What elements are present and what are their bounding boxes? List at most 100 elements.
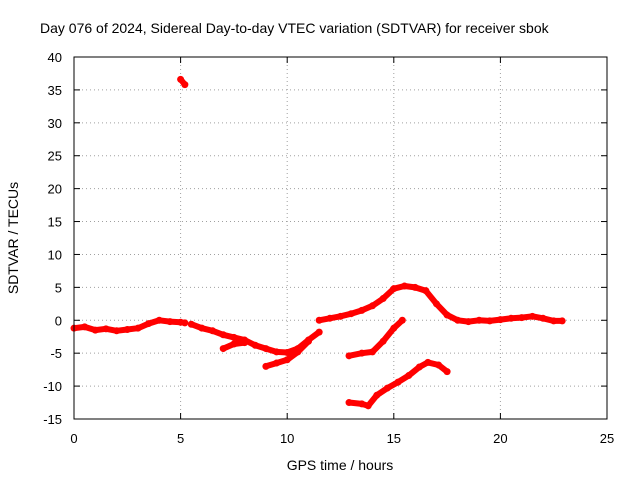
- chart-title: Day 076 of 2024, Sidereal Day-to-day VTE…: [40, 20, 550, 36]
- data-point: [558, 317, 566, 325]
- data-point: [507, 314, 515, 322]
- data-point: [379, 337, 387, 345]
- data-point: [443, 368, 451, 376]
- data-point: [209, 327, 217, 335]
- series-segment-2b: [219, 339, 249, 353]
- axis-ticks: 0 5 10 15 20 25 -15 -10 -5 0 5 10 15 20 25 30 35 40: [43, 50, 614, 446]
- data-point: [373, 391, 381, 399]
- x-tick-label: 25: [600, 431, 614, 446]
- data-point: [368, 302, 376, 310]
- data-point: [398, 316, 406, 324]
- data-point: [219, 345, 227, 353]
- data-point: [81, 323, 89, 331]
- series-segment-3: [315, 282, 566, 326]
- data-point: [390, 285, 398, 293]
- data-point: [337, 312, 344, 320]
- data-point: [454, 316, 462, 324]
- data-point: [155, 316, 163, 324]
- data-point: [262, 362, 270, 370]
- data-point: [424, 358, 432, 366]
- series-segment-1: [70, 316, 189, 335]
- data-point: [134, 324, 142, 332]
- y-tick-label: 20: [48, 182, 62, 197]
- data-point: [273, 359, 281, 367]
- data-point: [315, 316, 323, 324]
- data-point: [347, 310, 355, 318]
- data-point: [432, 300, 440, 308]
- data-point: [435, 361, 443, 369]
- data-point: [315, 328, 323, 336]
- data-point: [262, 345, 270, 353]
- data-point: [379, 295, 387, 303]
- series-segment-2c: [262, 337, 313, 370]
- series-segment-5: [345, 358, 451, 410]
- data-point: [528, 312, 536, 320]
- data-point: [383, 384, 391, 392]
- x-axis-label: GPS time / hours: [287, 457, 394, 473]
- data-point: [326, 314, 334, 322]
- data-point: [166, 318, 174, 326]
- data-point: [219, 331, 227, 339]
- data-point: [475, 316, 483, 324]
- data-point: [539, 314, 547, 322]
- y-tick-label: 35: [48, 83, 62, 98]
- data-series: [70, 75, 566, 410]
- data-point: [518, 314, 526, 322]
- data-point: [415, 363, 423, 371]
- data-point: [187, 320, 195, 328]
- data-point: [345, 352, 353, 360]
- y-tick-label: 10: [48, 247, 62, 262]
- data-point: [181, 81, 189, 89]
- grid: [74, 57, 607, 419]
- data-point: [394, 378, 402, 386]
- y-axis-label: SDTVAR / TECUs: [5, 182, 21, 294]
- data-point: [358, 400, 366, 408]
- data-point: [422, 287, 430, 295]
- data-point: [181, 319, 189, 327]
- data-point: [411, 283, 419, 291]
- data-point: [251, 341, 259, 349]
- data-point: [550, 317, 558, 325]
- data-point: [91, 326, 99, 334]
- data-point: [486, 317, 494, 325]
- data-point: [283, 349, 291, 357]
- data-point: [496, 316, 504, 324]
- x-tick-label: 15: [387, 431, 401, 446]
- y-tick-label: 5: [55, 280, 62, 295]
- x-tick-label: 0: [70, 431, 77, 446]
- data-point: [364, 402, 372, 410]
- series-segment-4: [345, 316, 406, 360]
- data-point: [390, 324, 398, 332]
- x-tick-label: 10: [280, 431, 294, 446]
- y-tick-label: -15: [43, 412, 62, 427]
- data-point: [145, 320, 153, 328]
- data-point: [345, 399, 353, 407]
- data-point: [230, 340, 238, 348]
- x-tick-label: 20: [493, 431, 507, 446]
- data-point: [443, 311, 451, 319]
- y-tick-label: 0: [55, 313, 62, 328]
- data-point: [113, 327, 121, 335]
- data-point: [294, 348, 302, 356]
- data-point: [283, 356, 291, 364]
- plot-frame: [73, 56, 608, 420]
- data-point: [358, 306, 366, 314]
- data-point: [177, 75, 185, 83]
- data-point: [405, 372, 413, 380]
- x-tick-label: 5: [177, 431, 184, 446]
- y-tick-label: 15: [48, 215, 62, 230]
- series-segment-2: [187, 320, 323, 357]
- data-point: [305, 337, 313, 345]
- data-point: [368, 348, 376, 356]
- data-point: [400, 282, 408, 290]
- y-tick-label: -10: [43, 379, 62, 394]
- data-point: [273, 348, 281, 356]
- y-tick-label: -5: [50, 346, 62, 361]
- data-point: [464, 318, 472, 326]
- data-point: [241, 339, 249, 347]
- data-point: [123, 325, 131, 333]
- series-segment-spike: [177, 75, 189, 89]
- series-line: [316, 283, 566, 325]
- y-tick-label: 25: [48, 149, 62, 164]
